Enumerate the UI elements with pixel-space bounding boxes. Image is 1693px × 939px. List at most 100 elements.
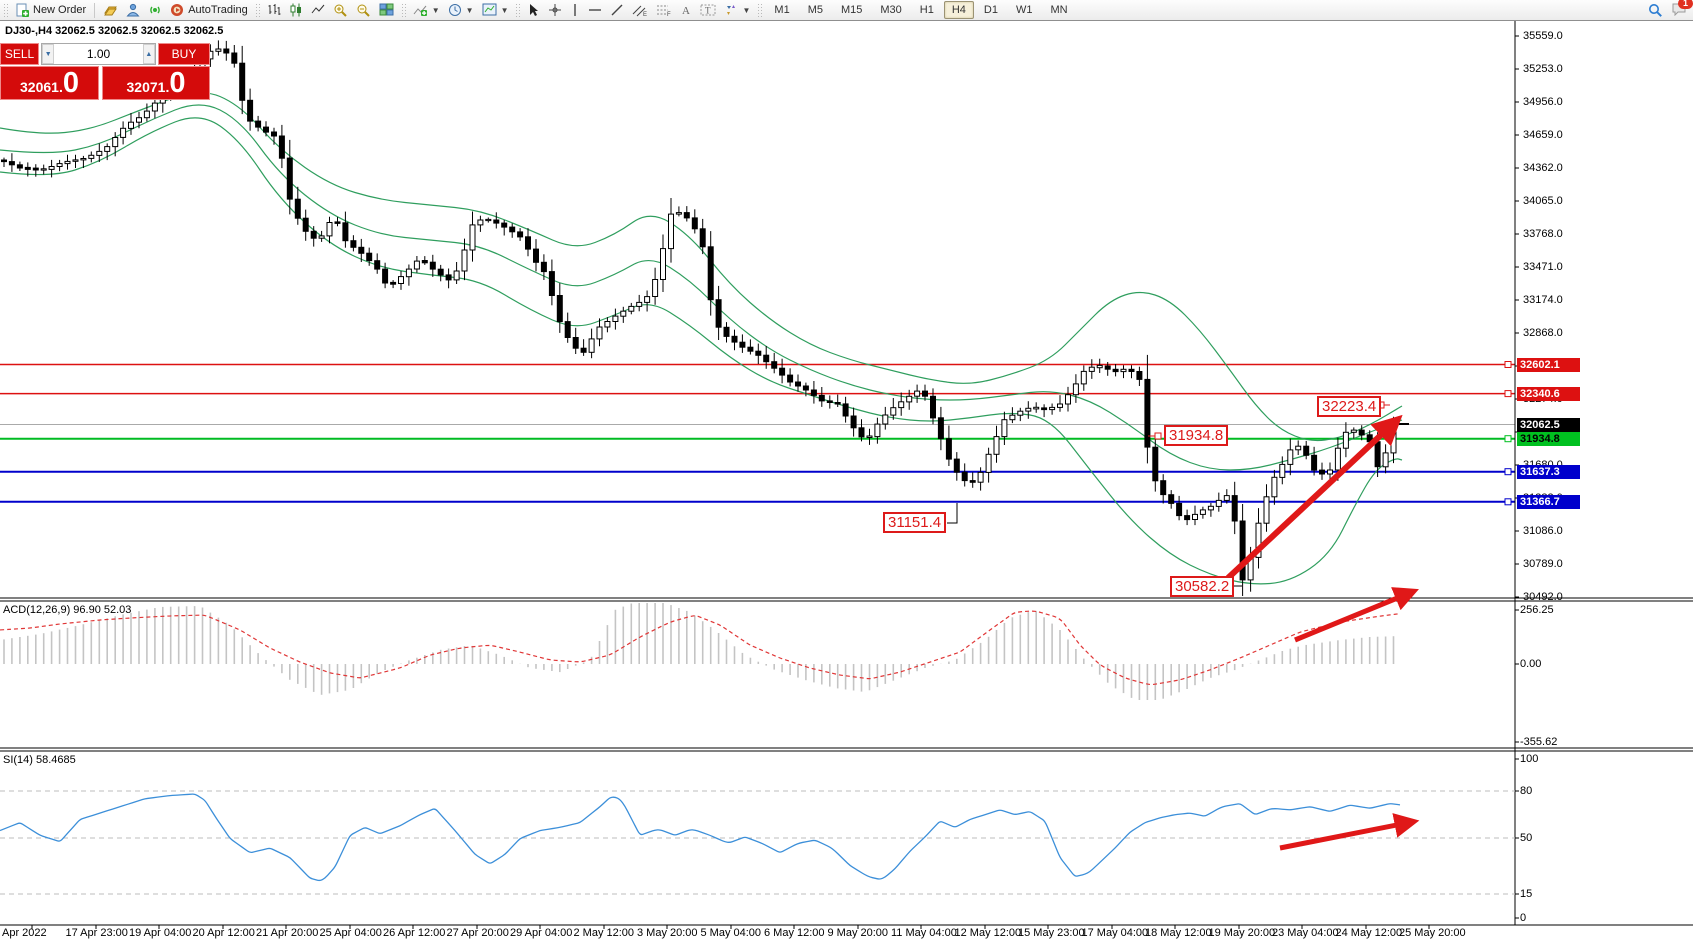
candle: [24, 162, 31, 177]
candle: [1049, 403, 1056, 415]
price-annotation-label[interactable]: 32223.4: [1317, 396, 1382, 417]
timeframe-button-m30[interactable]: M30: [880, 4, 902, 16]
candle: [1065, 386, 1071, 412]
timeframe-button-m5[interactable]: M5: [807, 4, 823, 16]
candle: [842, 396, 849, 423]
timeframe-button-mn[interactable]: MN: [1050, 4, 1068, 16]
crosshair-button[interactable]: [544, 2, 566, 18]
price-annotation-label[interactable]: 30582.2: [1170, 576, 1235, 597]
vertical-line-button[interactable]: [566, 2, 584, 18]
volume-increase-button[interactable]: ▲: [142, 44, 155, 64]
candlestick-button[interactable]: [285, 2, 307, 18]
level-line-handle[interactable]: [1504, 468, 1512, 476]
macd-trend-arrow[interactable]: [1294, 587, 1419, 643]
sell-button[interactable]: SELL: [0, 43, 39, 65]
deposit-button[interactable]: [99, 2, 122, 18]
timeframe-button-d1[interactable]: D1: [983, 4, 998, 16]
tile-windows-button[interactable]: [375, 2, 398, 18]
candle: [271, 127, 277, 145]
trendline-button[interactable]: [606, 2, 628, 18]
toolbar-grip[interactable]: [515, 3, 521, 17]
price-axis-label: 30789.0: [1523, 558, 1563, 570]
text-label-button[interactable]: T: [696, 2, 720, 18]
bar-chart-button[interactable]: [263, 2, 285, 18]
template-button[interactable]: ▼: [478, 2, 513, 18]
time-axis-label: 12 May 12:00: [954, 927, 1022, 939]
timeframe-button-h1[interactable]: H1: [919, 4, 934, 16]
profile-button[interactable]: [122, 2, 144, 18]
candle: [1192, 505, 1198, 526]
line-chart-button[interactable]: [307, 2, 329, 18]
equidistant-channel-icon: E: [633, 5, 648, 17]
new-order-button[interactable]: New Order: [11, 2, 90, 19]
price-axis-label: 30492.0: [1523, 591, 1563, 603]
chevron-down-icon: ▼: [500, 5, 509, 15]
volume-decrease-button[interactable]: ▼: [42, 44, 55, 64]
level-line-handle[interactable]: [1504, 435, 1512, 443]
equidistant-channel-button[interactable]: E: [628, 2, 652, 18]
candle: [1319, 462, 1325, 480]
time-axis-label: Apr 2022: [2, 927, 47, 939]
timeframe-button-m15[interactable]: M15: [840, 4, 863, 16]
rsi-trend-arrow[interactable]: [1279, 813, 1420, 851]
timeframe-button-w1[interactable]: W1: [1015, 4, 1033, 16]
price-axis-badge[interactable]: 32340.6: [1517, 386, 1580, 401]
text-button[interactable]: A: [676, 2, 696, 18]
time-axis-label: 26 Apr 12:00: [383, 927, 446, 939]
volume-input[interactable]: [54, 44, 143, 64]
time-axis-label: 29 Apr 04:00: [510, 927, 573, 939]
toolbar-grip[interactable]: [254, 3, 260, 17]
price-annotation-label[interactable]: 31151.4: [883, 512, 947, 533]
annotation-handle[interactable]: [1154, 432, 1162, 440]
candle: [48, 159, 55, 178]
level-line-handle[interactable]: [1504, 361, 1512, 368]
candle: [1295, 440, 1302, 455]
arrows-button[interactable]: ▼: [720, 2, 754, 18]
price-axis-badge[interactable]: 32602.1: [1517, 357, 1580, 372]
zoom-out-button[interactable]: [352, 2, 375, 19]
new-order-label: New Order: [33, 4, 87, 16]
toolbar-grip[interactable]: [757, 3, 763, 17]
candle: [556, 283, 563, 333]
main-trend-arrow[interactable]: [1225, 414, 1403, 581]
price-axis-badge[interactable]: 32062.5: [1517, 417, 1580, 432]
fibonacci-button[interactable]: F: [652, 2, 676, 18]
price-axis-badge[interactable]: 31366.7: [1517, 494, 1580, 509]
time-axis-label: 27 Apr 20:00: [446, 927, 509, 939]
indicators-button[interactable]: ▼: [409, 2, 444, 18]
candle: [572, 327, 579, 354]
zoom-in-button[interactable]: [329, 2, 352, 19]
candle: [1112, 364, 1119, 377]
candle: [636, 294, 643, 312]
horizontal-line-button[interactable]: [584, 2, 606, 18]
candle: [795, 374, 801, 392]
candle: [755, 343, 762, 364]
level-line-handle[interactable]: [1504, 390, 1512, 398]
toolbar-grip[interactable]: [3, 3, 8, 17]
candle: [1223, 489, 1230, 504]
autotrading-button[interactable]: AutoTrading: [166, 2, 252, 18]
buy-price-main: 32071: [126, 79, 166, 95]
price-axis-badge[interactable]: 31637.3: [1517, 464, 1580, 479]
cursor-button[interactable]: [523, 2, 544, 18]
timeframe-button-h4[interactable]: H4: [943, 1, 974, 19]
broadcast-button[interactable]: [144, 2, 166, 18]
level-line-handle[interactable]: [1504, 498, 1512, 506]
price-annotation-label[interactable]: 31934.8: [1164, 425, 1229, 446]
toolbar-grip[interactable]: [400, 3, 406, 17]
time-axis-label: 11 May 04:00: [891, 927, 957, 939]
timeframe-button-m1[interactable]: M1: [774, 4, 790, 16]
buy-price-dot: .: [165, 79, 170, 95]
periods-button[interactable]: ▼: [444, 2, 478, 18]
time-axis-label: 3 May 20:00: [637, 927, 698, 939]
buy-price[interactable]: 32071. 0: [102, 66, 210, 100]
notification-button[interactable]: 1: [1671, 0, 1693, 19]
sell-price[interactable]: 32061. 0: [0, 66, 99, 100]
buy-button[interactable]: BUY: [158, 43, 210, 65]
candle: [1136, 366, 1143, 386]
candle: [247, 88, 254, 131]
price-axis-badge[interactable]: 31934.8: [1517, 431, 1580, 446]
search-icon[interactable]: [1648, 3, 1663, 18]
